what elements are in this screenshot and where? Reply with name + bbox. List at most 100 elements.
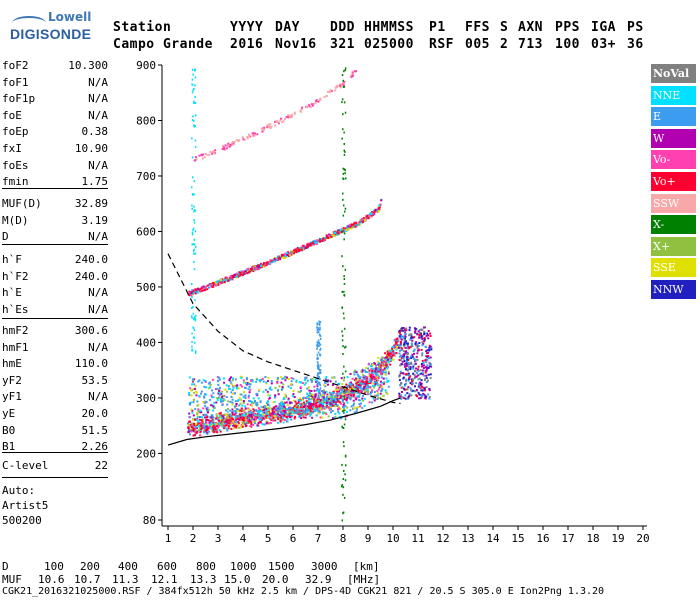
echo-point <box>421 372 424 375</box>
echo-point <box>350 405 353 408</box>
param-value: 20.0 <box>81 407 109 420</box>
echo-point <box>227 427 230 430</box>
echo-point <box>309 414 311 417</box>
echo-point <box>376 367 379 370</box>
distance-value: 400 <box>118 560 138 573</box>
echo-point <box>412 378 415 381</box>
echo-point <box>306 395 309 398</box>
echo-point <box>354 377 357 380</box>
echo-point <box>398 379 401 382</box>
echo-point <box>252 424 255 426</box>
echo-point <box>211 389 213 392</box>
echo-point <box>340 395 343 398</box>
echo-point <box>346 390 349 393</box>
echo-point <box>427 334 430 337</box>
echo-point <box>207 411 209 414</box>
echo-point <box>212 409 215 412</box>
echo-point <box>290 377 293 380</box>
echo-point <box>267 393 270 396</box>
echo-point <box>253 421 255 423</box>
param-value: 300.6 <box>74 324 108 337</box>
echo-point <box>278 410 281 413</box>
echo-point <box>342 178 345 180</box>
echo-point <box>189 433 191 436</box>
echo-point <box>279 401 282 404</box>
echo-point <box>316 407 319 410</box>
echo-point <box>273 407 276 410</box>
echo-point <box>237 424 240 427</box>
param-name: foF1 <box>2 75 29 89</box>
echo-point <box>371 211 374 214</box>
echo-point <box>356 378 359 381</box>
echo-point <box>317 372 319 375</box>
echo-point <box>245 269 248 272</box>
echo-point <box>352 395 355 398</box>
echo-point <box>378 362 380 365</box>
echo-point <box>421 328 424 331</box>
echo-point <box>330 408 332 411</box>
echo-point <box>424 366 427 369</box>
echo-point <box>236 384 239 387</box>
echo-point <box>234 409 237 412</box>
echo-point <box>318 372 320 375</box>
distance-label: D <box>2 560 9 573</box>
echo-point <box>291 414 294 417</box>
echo-point <box>368 381 371 383</box>
muf-curve <box>167 253 401 405</box>
echo-point <box>201 289 204 292</box>
x-tick-label: 10 <box>386 532 399 545</box>
echo-point <box>228 379 231 381</box>
echo-point <box>405 379 408 382</box>
echo-point <box>414 358 417 361</box>
echo-point <box>246 421 249 424</box>
echo-point <box>233 413 236 416</box>
param-row: B0 51.5 <box>2 424 108 440</box>
echo-point <box>243 419 246 422</box>
echo-point <box>217 383 220 386</box>
echo-point <box>262 265 265 268</box>
echo-point <box>410 337 413 340</box>
echo-point <box>404 394 407 397</box>
echo-point <box>210 420 213 423</box>
echo-point <box>342 82 345 85</box>
echo-point <box>323 398 325 401</box>
legend-item: SSE <box>651 258 696 278</box>
echo-point <box>293 252 295 255</box>
echo-point <box>399 336 402 339</box>
echo-point <box>232 385 235 388</box>
echo-point <box>243 138 246 141</box>
echo-point <box>318 341 321 344</box>
echo-point <box>230 142 233 145</box>
echo-point <box>333 231 336 234</box>
echo-point <box>331 398 334 401</box>
echo-point <box>194 429 197 432</box>
echo-point <box>317 406 320 408</box>
echo-point <box>398 331 401 334</box>
echo-point <box>392 358 395 361</box>
echo-point <box>383 365 386 368</box>
echo-point <box>334 405 337 408</box>
echo-point <box>284 409 287 412</box>
echo-point <box>408 374 410 377</box>
echo-point <box>409 387 412 390</box>
echo-point <box>421 354 424 357</box>
echo-point <box>248 411 251 414</box>
echo-point <box>268 123 271 126</box>
echo-point <box>218 416 221 419</box>
echo-point <box>230 383 233 386</box>
separator <box>2 244 108 245</box>
echo-point <box>295 248 298 251</box>
echo-point <box>212 424 215 427</box>
echo-point <box>249 421 252 424</box>
echo-point <box>323 239 326 242</box>
echo-point <box>300 110 303 113</box>
echo-point <box>230 395 233 398</box>
echo-point <box>193 219 195 222</box>
echo-point <box>378 205 381 208</box>
echo-point <box>374 372 377 375</box>
echo-point <box>229 380 232 383</box>
echo-point <box>363 397 366 400</box>
echo-point <box>234 418 237 421</box>
echo-point <box>236 409 239 412</box>
header-label: HHMMSS <box>364 20 414 35</box>
